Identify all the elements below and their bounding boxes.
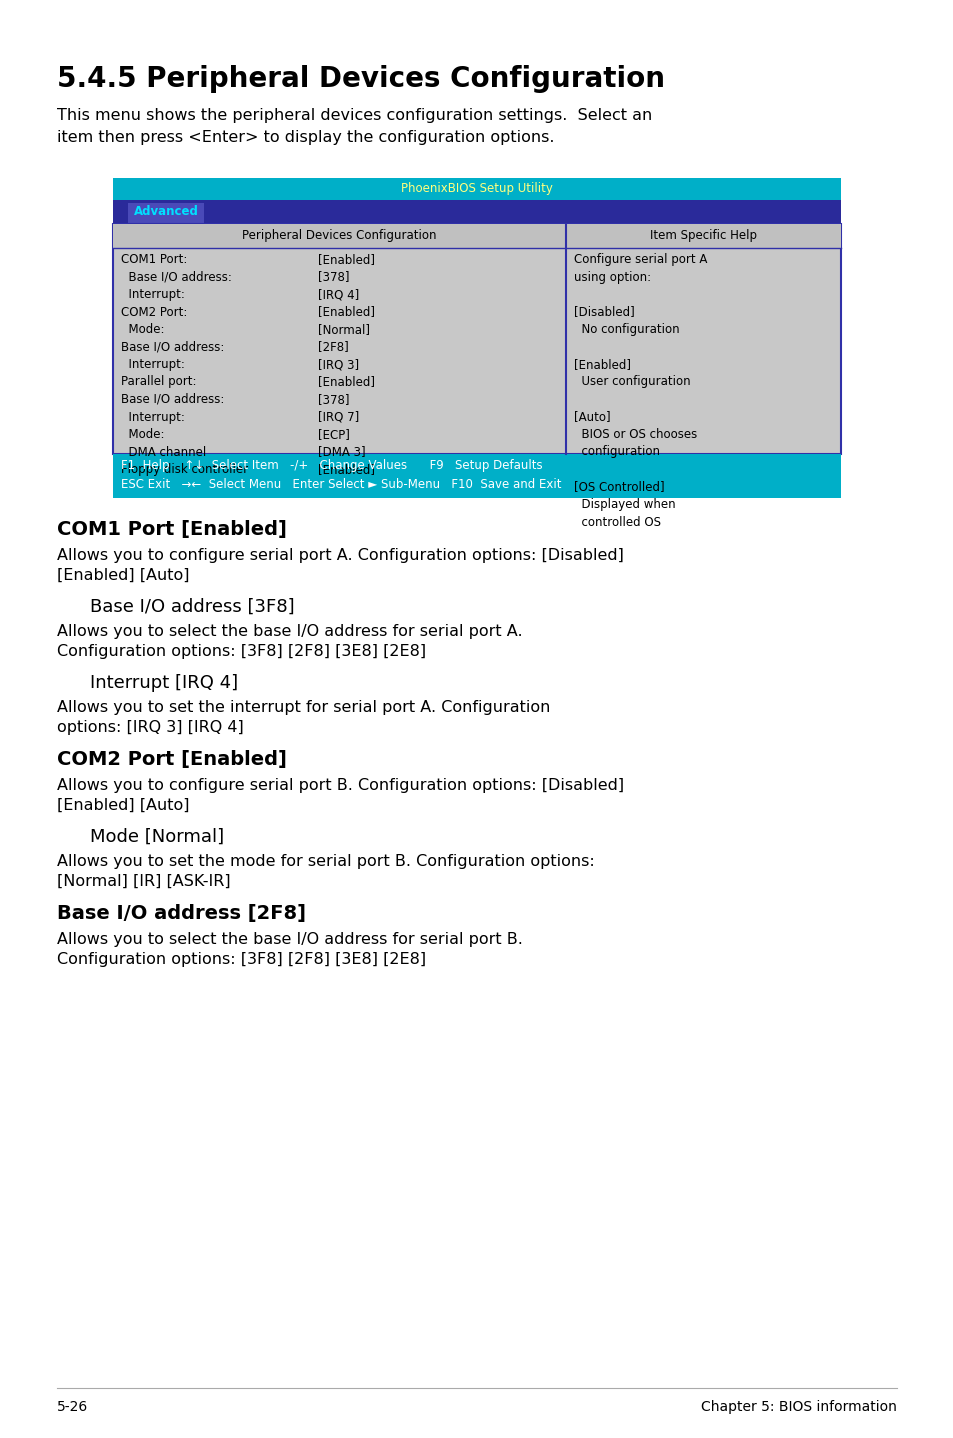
- Text: [DMA 3]: [DMA 3]: [317, 446, 365, 459]
- Text: using option:: using option:: [573, 270, 650, 283]
- Text: Parallel port:: Parallel port:: [121, 375, 196, 388]
- Text: [Enabled]: [Enabled]: [317, 305, 375, 318]
- Text: Allows you to select the base I/O address for serial port B.: Allows you to select the base I/O addres…: [57, 932, 522, 948]
- Text: [Enabled]: [Enabled]: [317, 375, 375, 388]
- Bar: [112, 200, 841, 224]
- Text: Base I/O address:: Base I/O address:: [121, 393, 224, 406]
- Text: Floppy disk controller: Floppy disk controller: [121, 463, 248, 476]
- Text: No configuration: No configuration: [573, 324, 679, 336]
- Text: [378]: [378]: [317, 393, 349, 406]
- Text: Configuration options: [3F8] [2F8] [3E8] [2E8]: Configuration options: [3F8] [2F8] [3E8]…: [57, 952, 426, 966]
- Text: Chapter 5: BIOS information: Chapter 5: BIOS information: [700, 1401, 896, 1414]
- Text: [Auto]: [Auto]: [573, 410, 610, 424]
- Text: Displayed when: Displayed when: [573, 498, 675, 510]
- Text: Allows you to configure serial port B. Configuration options: [Disabled]: Allows you to configure serial port B. C…: [57, 778, 623, 792]
- Text: This menu shows the peripheral devices configuration settings.  Select an: This menu shows the peripheral devices c…: [57, 108, 652, 124]
- Text: [Normal]: [Normal]: [317, 324, 370, 336]
- Text: [Enabled]: [Enabled]: [317, 463, 375, 476]
- Text: Configure serial port A: Configure serial port A: [573, 253, 706, 266]
- Bar: [112, 454, 841, 498]
- Text: Base I/O address:: Base I/O address:: [121, 341, 224, 354]
- Text: BIOS or OS chooses: BIOS or OS chooses: [573, 429, 697, 441]
- Text: COM1 Port:: COM1 Port:: [121, 253, 187, 266]
- Text: COM2 Port [Enabled]: COM2 Port [Enabled]: [57, 751, 287, 769]
- Text: [Enabled]: [Enabled]: [317, 253, 375, 266]
- Bar: [112, 224, 841, 247]
- Text: [Disabled]: [Disabled]: [573, 305, 634, 318]
- Bar: [112, 224, 841, 454]
- Text: Allows you to set the mode for serial port B. Configuration options:: Allows you to set the mode for serial po…: [57, 854, 594, 869]
- Text: 5-26: 5-26: [57, 1401, 89, 1414]
- Text: Interrupt:: Interrupt:: [121, 410, 185, 424]
- Text: item then press <Enter> to display the configuration options.: item then press <Enter> to display the c…: [57, 129, 554, 145]
- Text: [IRQ 3]: [IRQ 3]: [317, 358, 358, 371]
- Text: Allows you to configure serial port A. Configuration options: [Disabled]: Allows you to configure serial port A. C…: [57, 548, 623, 564]
- Text: [Normal] [IR] [ASK-IR]: [Normal] [IR] [ASK-IR]: [57, 874, 231, 889]
- Text: ESC Exit   →←  Select Menu   Enter Select ► Sub-Menu   F10  Save and Exit: ESC Exit →← Select Menu Enter Select ► S…: [121, 477, 561, 490]
- Text: Mode:: Mode:: [121, 324, 164, 336]
- Text: Base I/O address [2F8]: Base I/O address [2F8]: [57, 905, 306, 923]
- Text: Peripheral Devices Configuration: Peripheral Devices Configuration: [242, 229, 436, 242]
- Text: [ECP]: [ECP]: [317, 429, 350, 441]
- Text: Mode [Normal]: Mode [Normal]: [90, 828, 224, 846]
- Text: Item Specific Help: Item Specific Help: [649, 229, 756, 242]
- Text: PhoenixBIOS Setup Utility: PhoenixBIOS Setup Utility: [400, 183, 553, 196]
- Text: Allows you to set the interrupt for serial port A. Configuration: Allows you to set the interrupt for seri…: [57, 700, 550, 715]
- Text: controlled OS: controlled OS: [573, 515, 660, 529]
- Text: Mode:: Mode:: [121, 429, 164, 441]
- Text: configuration: configuration: [573, 446, 659, 459]
- Text: Interrupt [IRQ 4]: Interrupt [IRQ 4]: [90, 674, 238, 692]
- Text: [Enabled]: [Enabled]: [573, 358, 630, 371]
- Text: COM1 Port [Enabled]: COM1 Port [Enabled]: [57, 521, 287, 539]
- Text: Advanced: Advanced: [133, 206, 198, 219]
- Text: Base I/O address:: Base I/O address:: [121, 270, 232, 283]
- Bar: [128, 203, 204, 224]
- Text: Allows you to select the base I/O address for serial port A.: Allows you to select the base I/O addres…: [57, 624, 522, 638]
- Text: [2F8]: [2F8]: [317, 341, 349, 354]
- Text: Base I/O address [3F8]: Base I/O address [3F8]: [90, 598, 294, 615]
- Text: Configuration options: [3F8] [2F8] [3E8] [2E8]: Configuration options: [3F8] [2F8] [3E8]…: [57, 644, 426, 659]
- Text: F1  Help    ↑↓  Select Item   -/+   Change Values      F9   Setup Defaults: F1 Help ↑↓ Select Item -/+ Change Values…: [121, 459, 542, 472]
- Text: [OS Controlled]: [OS Controlled]: [573, 480, 663, 493]
- Text: Interrupt:: Interrupt:: [121, 358, 185, 371]
- Text: [IRQ 7]: [IRQ 7]: [317, 410, 359, 424]
- Text: DMA channel: DMA channel: [121, 446, 206, 459]
- Bar: [112, 224, 841, 454]
- Text: [Enabled] [Auto]: [Enabled] [Auto]: [57, 798, 190, 812]
- Bar: [112, 178, 841, 200]
- Text: [378]: [378]: [317, 270, 349, 283]
- Text: 5.4.5 Peripheral Devices Configuration: 5.4.5 Peripheral Devices Configuration: [57, 65, 664, 93]
- Text: Interrupt:: Interrupt:: [121, 288, 185, 301]
- Text: User configuration: User configuration: [573, 375, 690, 388]
- Text: [Enabled] [Auto]: [Enabled] [Auto]: [57, 568, 190, 582]
- Text: [IRQ 4]: [IRQ 4]: [317, 288, 359, 301]
- Text: options: [IRQ 3] [IRQ 4]: options: [IRQ 3] [IRQ 4]: [57, 720, 244, 735]
- Text: COM2 Port:: COM2 Port:: [121, 305, 187, 318]
